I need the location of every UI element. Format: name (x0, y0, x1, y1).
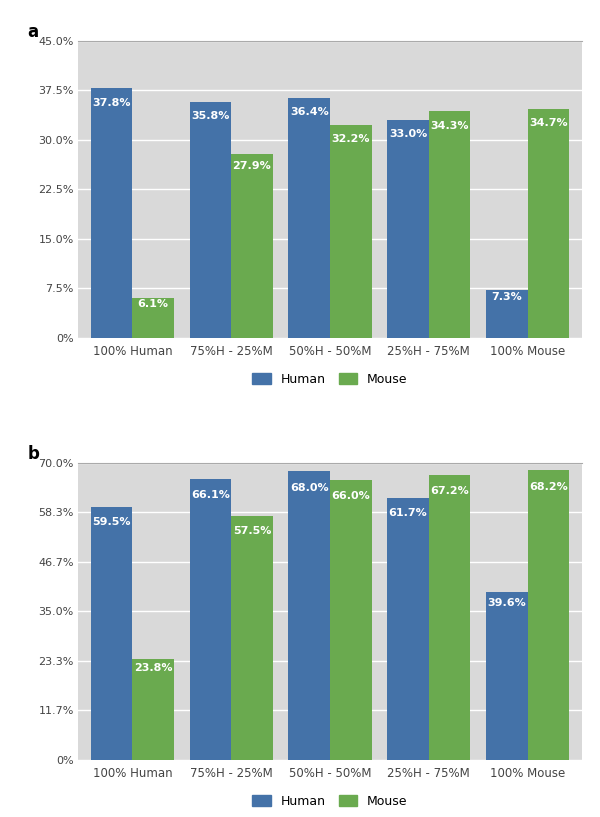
Bar (330, 480, 371, 760)
Text: 34.7%: 34.7% (529, 118, 568, 128)
Bar (91, 507, 133, 760)
Text: 23.8%: 23.8% (134, 663, 172, 673)
Text: 67.2%: 67.2% (430, 486, 469, 496)
Bar (429, 475, 470, 760)
Text: a: a (28, 23, 39, 41)
Bar (486, 592, 527, 760)
Bar (388, 498, 429, 760)
Text: 32.2%: 32.2% (332, 134, 370, 144)
Bar (133, 297, 174, 338)
Bar (486, 290, 527, 338)
Legend: Human, Mouse: Human, Mouse (247, 790, 413, 813)
Text: 7.3%: 7.3% (491, 292, 522, 301)
Bar (429, 111, 470, 338)
Bar (289, 471, 330, 760)
Bar (330, 125, 371, 338)
Bar (190, 101, 231, 338)
Text: 35.8%: 35.8% (191, 111, 230, 121)
Bar (388, 120, 429, 338)
Bar (190, 480, 231, 760)
Text: 61.7%: 61.7% (389, 508, 427, 519)
Bar (91, 88, 133, 338)
Text: 36.4%: 36.4% (290, 107, 329, 118)
Bar (289, 97, 330, 338)
Text: 6.1%: 6.1% (137, 299, 169, 310)
Text: 34.3%: 34.3% (430, 121, 469, 131)
Text: 37.8%: 37.8% (92, 98, 131, 109)
Bar (527, 109, 569, 338)
Text: 59.5%: 59.5% (92, 517, 131, 528)
Text: 68.0%: 68.0% (290, 483, 329, 493)
Bar (231, 154, 272, 338)
Text: 27.9%: 27.9% (233, 161, 271, 171)
Text: 39.6%: 39.6% (488, 599, 526, 609)
Text: 66.0%: 66.0% (331, 491, 370, 501)
Bar (231, 516, 272, 760)
Text: 66.1%: 66.1% (191, 490, 230, 501)
Text: b: b (28, 445, 40, 463)
Text: 57.5%: 57.5% (233, 525, 271, 535)
Bar (527, 471, 569, 760)
Bar (133, 659, 174, 760)
Legend: Human, Mouse: Human, Mouse (247, 368, 413, 391)
Text: 68.2%: 68.2% (529, 482, 568, 492)
Text: 33.0%: 33.0% (389, 129, 427, 139)
